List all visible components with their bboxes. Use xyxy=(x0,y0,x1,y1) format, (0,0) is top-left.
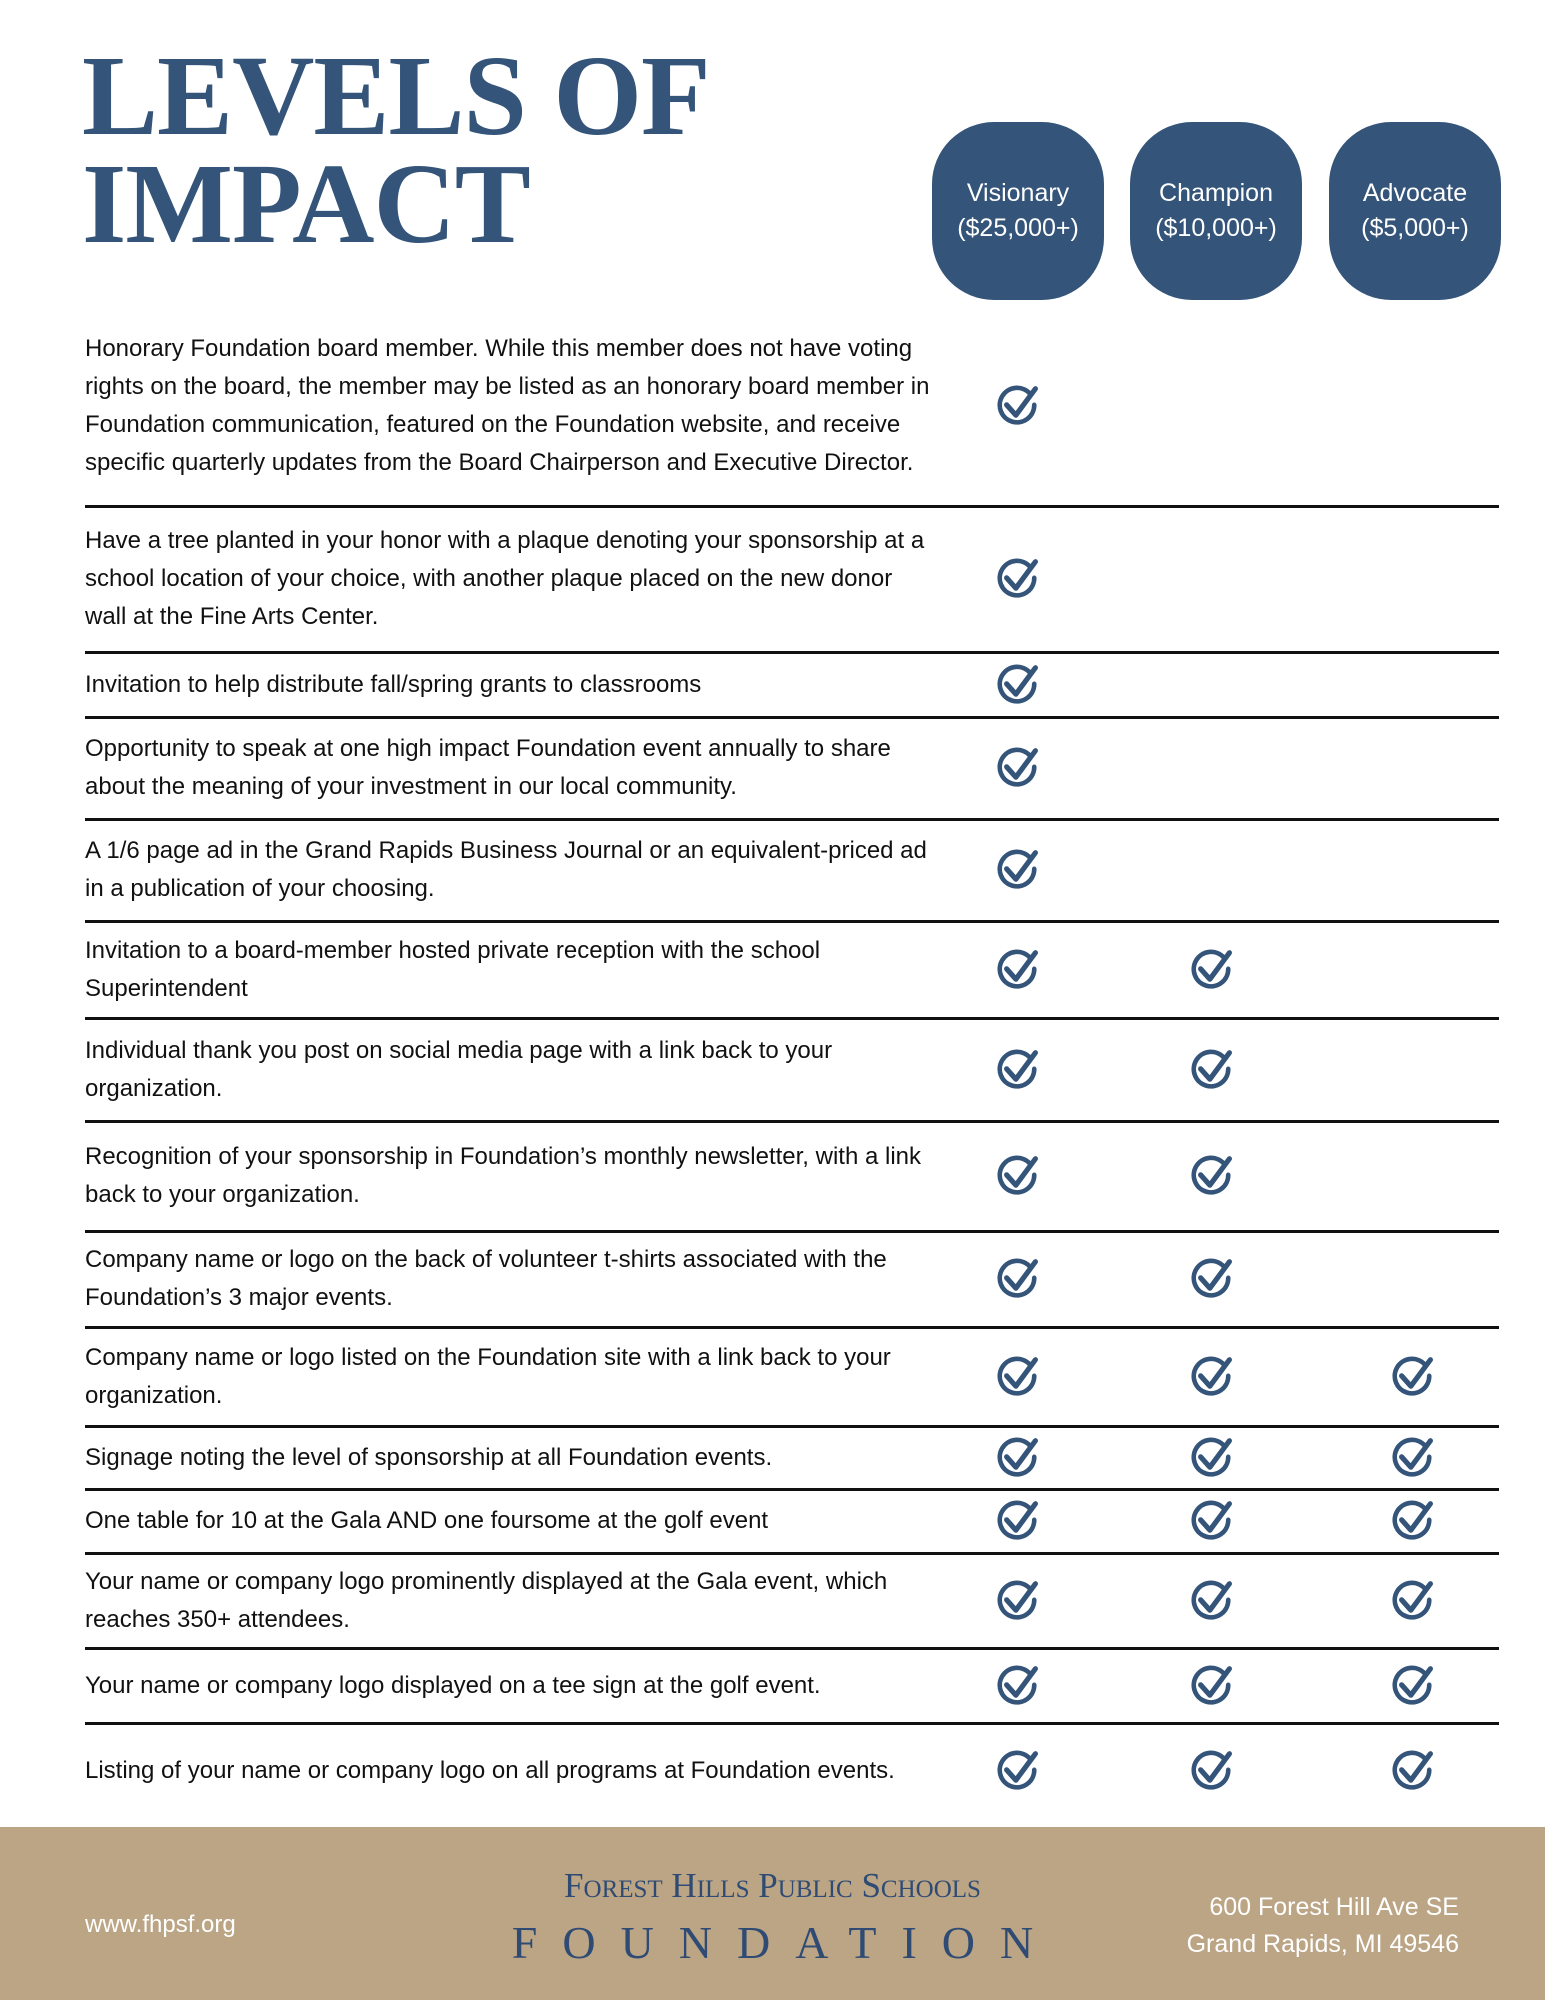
check-icon xyxy=(994,1498,1040,1544)
check-icon xyxy=(994,847,1040,893)
benefit-text: Invitation to help distribute fall/sprin… xyxy=(85,670,702,698)
benefit-text: Company name or logo listed on the Found… xyxy=(85,1343,891,1409)
check-icon xyxy=(1389,1663,1435,1709)
website: www.fhpsf.org xyxy=(85,1911,236,1938)
row-divider xyxy=(85,1326,1499,1329)
benefit-text: Your name or company logo displayed on a… xyxy=(85,1671,821,1699)
check-icon xyxy=(994,383,1040,429)
check-icon xyxy=(1188,1435,1234,1481)
check-icon xyxy=(1389,1354,1435,1400)
benefit-row: Company name or logo listed on the Found… xyxy=(85,1327,1499,1426)
check-icon xyxy=(1389,1435,1435,1481)
address-line: 600 Forest Hill Ave SE xyxy=(1209,1893,1459,1921)
benefit-text: Individual thank you post on social medi… xyxy=(85,1036,833,1102)
row-divider xyxy=(85,1425,1499,1428)
check-icon xyxy=(994,1663,1040,1709)
benefit-row: Recognition of your sponsorship in Found… xyxy=(85,1121,1499,1231)
benefit-row: Listing of your name or company logo on … xyxy=(85,1723,1499,1818)
tier-name: Advocate xyxy=(1362,179,1468,207)
benefit-row: Invitation to a board-member hosted priv… xyxy=(85,921,1499,1018)
check-icon xyxy=(994,1256,1040,1302)
benefit-text: A 1/6 page ad in the Grand Rapids Busine… xyxy=(85,837,927,902)
benefit-text: Company name or logo on the back of volu… xyxy=(85,1246,887,1311)
benefit-text: Opportunity to speak at one high impact … xyxy=(85,735,891,800)
check-icon xyxy=(1188,1354,1234,1400)
check-icon xyxy=(1188,1047,1234,1093)
tier-badge: Champion ($10,000+) xyxy=(1130,122,1302,300)
benefit-row: Signage noting the level of sponsorship … xyxy=(85,1426,1499,1489)
benefit-row: Individual thank you post on social medi… xyxy=(85,1018,1499,1121)
benefit-text: Honorary Foundation board member. While … xyxy=(85,335,930,476)
check-icon xyxy=(1188,1748,1234,1794)
row-divider xyxy=(85,716,1499,719)
benefit-text: One table for 10 at the Gala AND one fou… xyxy=(85,1507,769,1534)
address-line: Grand Rapids, MI 49546 xyxy=(1186,1930,1459,1958)
row-divider xyxy=(85,1488,1499,1491)
benefit-text: Invitation to a board-member hosted priv… xyxy=(85,936,821,1002)
row-divider xyxy=(85,818,1499,821)
tier-badge: Visionary ($25,000+) xyxy=(932,122,1104,300)
benefit-text: Recognition of your sponsorship in Found… xyxy=(85,1143,922,1208)
benefit-row: Invitation to help distribute fall/sprin… xyxy=(85,652,1499,717)
check-icon xyxy=(1188,1498,1234,1544)
tier-badge: Advocate ($5,000+) xyxy=(1329,122,1501,300)
row-divider xyxy=(85,1017,1499,1020)
org-name: Forest Hills Public Schools xyxy=(564,1866,981,1905)
check-icon xyxy=(1188,1663,1234,1709)
tier-amount: ($5,000+) xyxy=(1361,214,1469,242)
check-icon xyxy=(1389,1578,1435,1624)
check-icon xyxy=(1389,1498,1435,1544)
row-divider xyxy=(85,1552,1499,1555)
tier-amount: ($10,000+) xyxy=(1155,214,1277,242)
benefit-row: Opportunity to speak at one high impact … xyxy=(85,717,1499,819)
check-icon xyxy=(994,1354,1040,1400)
check-icon xyxy=(994,1435,1040,1481)
check-icon xyxy=(1188,1153,1234,1199)
check-icon xyxy=(994,745,1040,791)
check-icon xyxy=(1188,947,1234,993)
check-icon xyxy=(994,556,1040,602)
benefit-row: Have a tree planted in your honor with a… xyxy=(85,506,1499,652)
check-icon xyxy=(994,947,1040,993)
benefit-text: Your name or company logo prominently di… xyxy=(85,1567,888,1633)
footer xyxy=(0,1827,1545,2000)
check-icon xyxy=(994,1748,1040,1794)
benefit-row: Honorary Foundation board member. While … xyxy=(85,306,1499,506)
address: 600 Forest Hill Ave SE Grand Rapids, MI … xyxy=(1187,1889,1459,1963)
check-icon xyxy=(994,1578,1040,1624)
check-icon xyxy=(994,662,1040,708)
benefit-text: Have a tree planted in your honor with a… xyxy=(85,527,925,630)
benefit-text: Signage noting the level of sponsorship … xyxy=(85,1443,773,1471)
row-divider xyxy=(85,1722,1499,1725)
title: LEVELS OF IMPACT xyxy=(82,32,711,267)
title-line: LEVELS OF xyxy=(82,32,711,159)
row-divider xyxy=(85,920,1499,923)
row-divider xyxy=(85,1230,1499,1233)
row-divider xyxy=(85,651,1499,654)
benefit-row: Your name or company logo prominently di… xyxy=(85,1553,1499,1648)
check-icon xyxy=(994,1153,1040,1199)
tier-amount: ($25,000+) xyxy=(957,214,1079,242)
benefit-row: Your name or company logo displayed on a… xyxy=(85,1648,1499,1723)
check-icon xyxy=(1188,1256,1234,1302)
row-divider xyxy=(85,505,1499,508)
title-line: IMPACT xyxy=(82,140,531,267)
tier-name: Visionary xyxy=(966,179,1070,207)
check-icon xyxy=(1188,1578,1234,1624)
row-divider xyxy=(85,1120,1499,1123)
benefit-row: Company name or logo on the back of volu… xyxy=(85,1231,1499,1327)
benefit-row: A 1/6 page ad in the Grand Rapids Busine… xyxy=(85,819,1499,921)
check-icon xyxy=(1389,1748,1435,1794)
check-icon xyxy=(994,1047,1040,1093)
benefit-text: Listing of your name or company logo on … xyxy=(85,1756,895,1784)
benefit-row: One table for 10 at the Gala AND one fou… xyxy=(85,1489,1499,1553)
org-subtitle: FOUNDATION xyxy=(511,1917,1059,1968)
tier-name: Champion xyxy=(1159,179,1273,207)
row-divider xyxy=(85,1647,1499,1650)
